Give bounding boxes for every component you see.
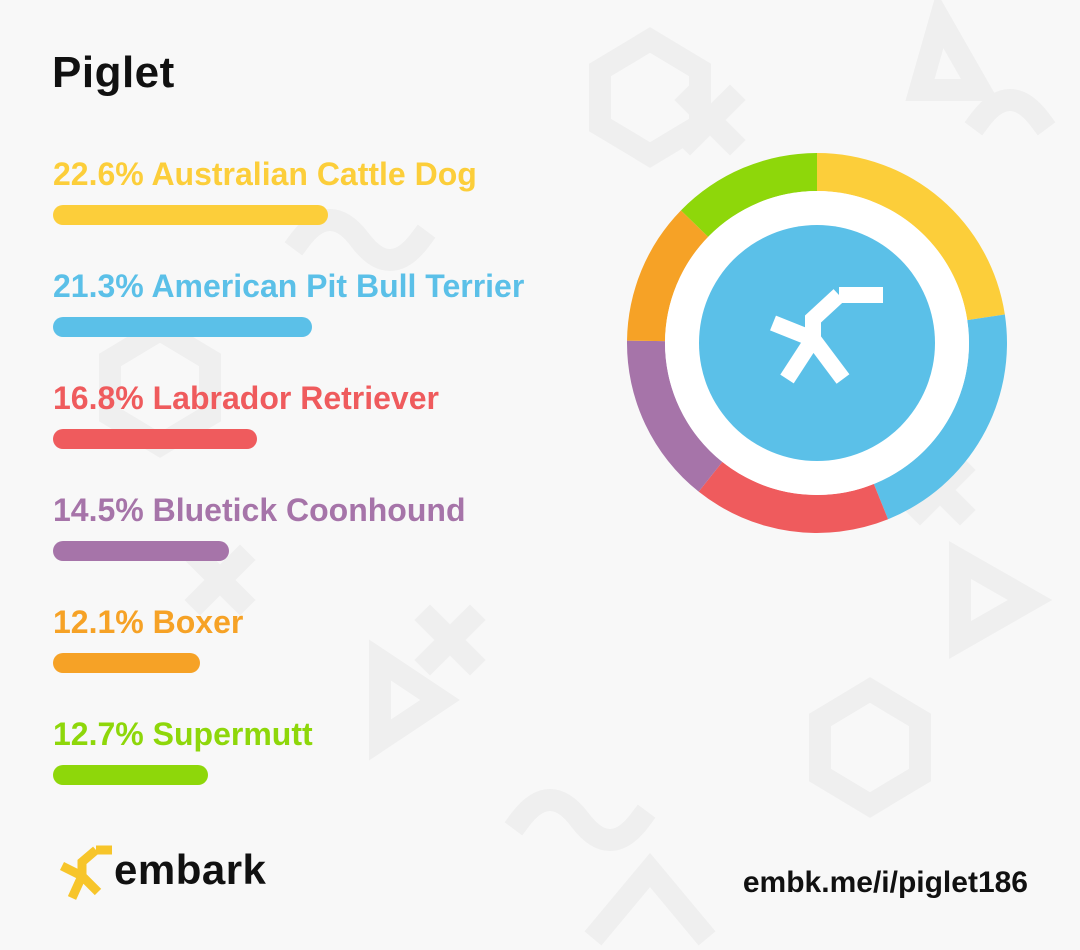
- donut-slice: [627, 210, 709, 342]
- embark-mark-icon: [59, 845, 112, 900]
- embark-wordmark: embark: [114, 846, 267, 893]
- breed-item: 12.1% Boxer: [53, 598, 613, 710]
- dog-name-title: Piglet: [52, 48, 175, 97]
- breed-label: 12.1% Boxer: [53, 604, 244, 640]
- share-link[interactable]: embk.me/i/piglet186: [742, 866, 1028, 899]
- breed-item: 14.5% Bluetick Coonhound: [53, 486, 613, 598]
- donut-slice: [627, 340, 723, 492]
- breed-bar: [53, 429, 257, 449]
- breed-label: 16.8% Labrador Retriever: [53, 380, 439, 416]
- breed-label: 22.6% Australian Cattle Dog: [53, 156, 477, 192]
- breed-item: 16.8% Labrador Retriever: [53, 374, 613, 486]
- breed-label: 21.3% American Pit Bull Terrier: [53, 268, 525, 304]
- breed-bar: [53, 317, 312, 337]
- donut-slice: [698, 461, 889, 533]
- breed-bar: [53, 541, 229, 561]
- breed-item: 22.6% Australian Cattle Dog: [53, 150, 613, 262]
- breed-item: 21.3% American Pit Bull Terrier: [53, 262, 613, 374]
- ancestry-donut-chart: [627, 153, 1007, 533]
- donut-slice: [873, 314, 1007, 520]
- breed-bar: [53, 765, 208, 785]
- breed-label: 12.7% Supermutt: [53, 716, 313, 752]
- breed-item: 12.7% Supermutt: [53, 710, 613, 822]
- donut-slice: [817, 153, 1005, 321]
- embark-logo: embark: [52, 838, 292, 908]
- breed-label: 14.5% Bluetick Coonhound: [53, 492, 466, 528]
- breed-list: 22.6% Australian Cattle Dog 21.3% America…: [53, 150, 613, 822]
- embark-mark-icon: [770, 287, 883, 384]
- donut-slice: [680, 153, 817, 237]
- breed-bar: [53, 653, 200, 673]
- breed-bar: [53, 205, 328, 225]
